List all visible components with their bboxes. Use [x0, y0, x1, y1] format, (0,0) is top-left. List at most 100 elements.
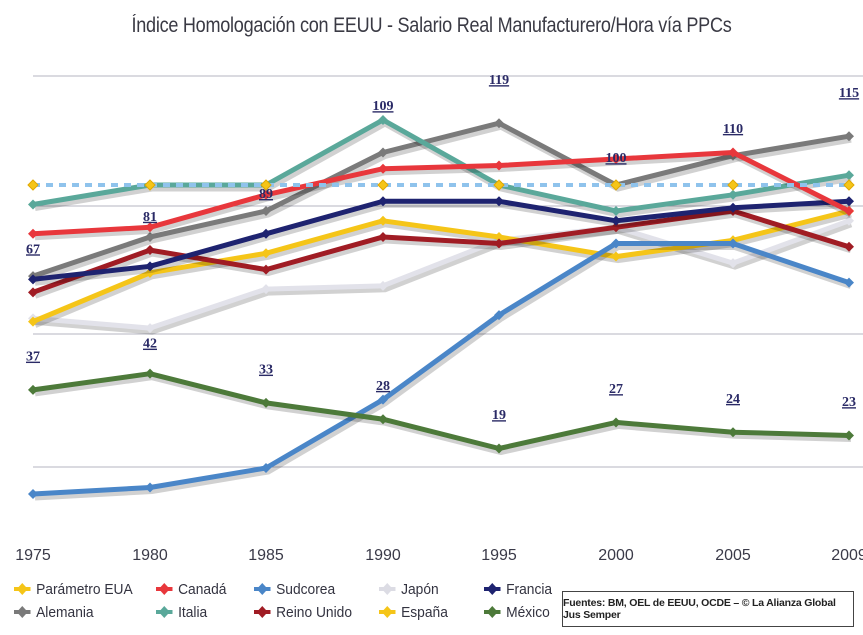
legend-label: Japón — [401, 581, 439, 598]
chart-legend: Parámetro EUA Canadá Sudcorea Japón Francia A… — [14, 581, 554, 629]
data-point-espana — [611, 251, 621, 262]
data-point-canada — [145, 222, 155, 233]
x-tick-label: 1985 — [248, 547, 284, 564]
data-point-espana — [261, 248, 271, 259]
data-point-parametro-eua — [144, 179, 156, 191]
data-point-sudcorea — [611, 238, 621, 249]
legend-label: Canadá — [178, 581, 227, 598]
data-point-mexico — [611, 417, 621, 428]
data-point-reino-unido — [494, 238, 504, 249]
data-point-sudcorea — [494, 310, 504, 321]
data-label: 110 — [723, 122, 743, 137]
data-point-reino-unido — [378, 232, 388, 243]
data-point-alemania — [145, 232, 155, 243]
data-label: 89 — [259, 187, 273, 202]
data-point-francia — [378, 196, 388, 207]
data-point-canada — [28, 228, 38, 239]
data-point-japon — [728, 258, 738, 269]
legend-item: Canadá — [156, 581, 226, 598]
legend-marker-icon — [254, 582, 271, 596]
data-point-reino-unido — [28, 287, 38, 298]
data-label: 19 — [492, 408, 506, 423]
data-label: 23 — [842, 395, 856, 410]
series-line-mexico — [32, 371, 850, 451]
data-point-alemania — [261, 206, 271, 217]
data-point-francia — [28, 274, 38, 285]
data-point-francia — [494, 196, 504, 207]
legend-item: Parámetro EUA — [14, 581, 133, 598]
data-label: 42 — [143, 337, 157, 352]
series-line-canada — [32, 150, 851, 237]
legend-label: Francia — [506, 581, 553, 598]
data-point-sudcorea — [261, 462, 271, 473]
x-tick-label: 1990 — [365, 547, 401, 564]
data-label: 28 — [376, 379, 390, 394]
data-point-canada — [261, 189, 271, 200]
legend-item: Italia — [156, 604, 207, 621]
data-point-francia — [261, 228, 271, 239]
data-point-canada — [844, 206, 854, 217]
source-note: Fuentes: BM, OEL de EEUU, OCDE – © La Al… — [562, 591, 854, 627]
series-line-francia — [32, 198, 850, 282]
series-shadow-sudcorea — [34, 243, 853, 501]
legend-marker-icon — [14, 605, 31, 619]
data-point-italia — [28, 199, 38, 210]
legend-marker-icon — [14, 582, 31, 596]
data-point-alemania — [378, 147, 388, 158]
data-point-canada — [728, 147, 738, 158]
data-point-alemania — [494, 118, 504, 129]
data-point-canada — [494, 160, 504, 171]
data-point-sudcorea — [28, 489, 38, 499]
data-label: 33 — [259, 363, 273, 378]
data-point-japon — [261, 284, 271, 295]
data-point-francia — [844, 196, 854, 207]
data-point-parametro-eua — [27, 179, 39, 191]
series-line-sudcorea — [32, 241, 850, 497]
data-label: 37 — [26, 350, 40, 365]
series-shadow-mexico — [34, 373, 852, 456]
data-point-francia — [611, 215, 621, 226]
legend-label: Alemania — [36, 604, 94, 621]
x-tick-label: 2005 — [715, 547, 751, 564]
series-shadow-francia — [34, 200, 852, 286]
data-point-reino-unido — [611, 222, 621, 233]
legend-marker-icon — [379, 582, 396, 596]
series-line-alemania — [32, 120, 850, 279]
data-point-parametro-eua — [610, 179, 622, 191]
data-point-japon — [145, 323, 155, 334]
data-label: 119 — [489, 73, 509, 88]
data-point-reino-unido — [261, 264, 271, 275]
series-line-japon — [32, 218, 850, 331]
legend-marker-icon — [156, 605, 173, 619]
data-point-parametro-eua — [377, 179, 389, 191]
chart-title: Índice Homologación con EEUU - Salario R… — [131, 14, 732, 37]
data-label: 27 — [609, 382, 623, 397]
series-line-reino-unido — [32, 208, 850, 295]
legend-marker-icon — [156, 582, 173, 596]
legend-label: Parámetro EUA — [36, 581, 133, 598]
data-point-mexico — [728, 427, 738, 438]
data-label: 100 — [606, 151, 627, 166]
data-point-mexico — [378, 414, 388, 425]
legend-item: Japón — [379, 581, 439, 598]
legend-label: Reino Unido — [276, 604, 353, 621]
data-point-espana — [145, 267, 155, 278]
legend-label: Sudcorea — [276, 581, 336, 598]
data-point-canada — [611, 153, 621, 164]
data-point-mexico — [261, 397, 271, 408]
x-tick-label: 1975 — [15, 547, 51, 564]
data-point-mexico — [494, 443, 504, 454]
series-shadow-canada — [34, 151, 853, 241]
data-point-sudcorea — [145, 482, 155, 493]
data-point-francia — [728, 202, 738, 213]
data-point-espana — [28, 316, 38, 327]
legend-marker-icon — [484, 582, 501, 596]
data-point-italia — [378, 114, 388, 125]
data-point-sudcorea — [378, 394, 388, 405]
series-shadow-reino-unido — [33, 210, 853, 299]
data-point-parametro-eua — [843, 179, 855, 191]
data-label: 81 — [143, 210, 157, 225]
x-tick-label: 2000 — [598, 547, 634, 564]
legend-item: Reino Unido — [254, 604, 352, 621]
data-point-reino-unido — [844, 241, 854, 252]
